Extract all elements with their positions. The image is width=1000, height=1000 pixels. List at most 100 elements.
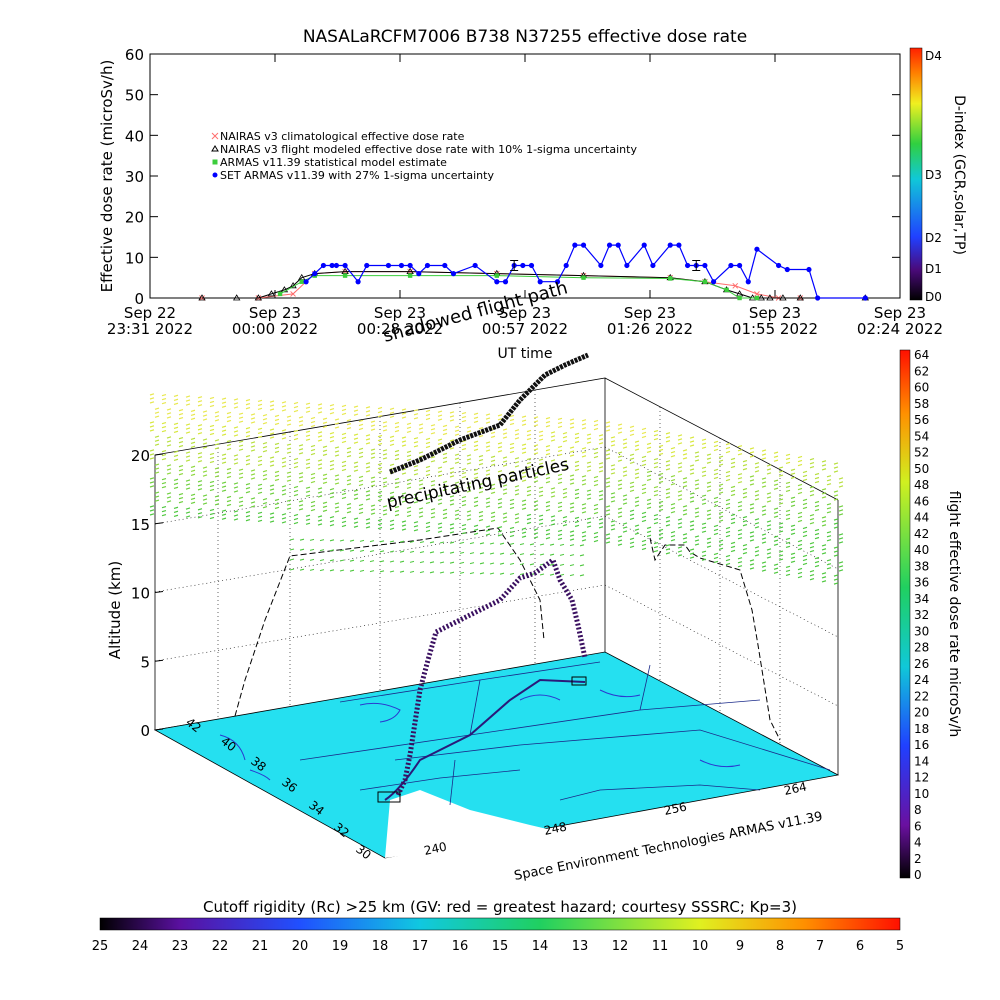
particle-mark <box>778 466 784 469</box>
particle-mark <box>646 478 652 482</box>
particle-mark <box>310 452 316 456</box>
particle-mark <box>821 464 827 467</box>
particle-mark <box>209 452 215 456</box>
particle-mark <box>238 468 244 471</box>
particle-mark <box>449 503 455 506</box>
particle-mark <box>730 541 736 545</box>
particle-mark <box>641 539 647 543</box>
particle-mark <box>413 437 419 440</box>
particle-mark <box>809 458 815 461</box>
particle-mark <box>550 435 556 438</box>
particle-mark <box>665 516 671 519</box>
particle-mark <box>233 398 239 401</box>
particle-mark <box>574 440 580 444</box>
particle-mark <box>713 528 719 532</box>
particle-mark <box>437 498 443 501</box>
particle-mark <box>593 503 599 507</box>
particle-mark <box>437 410 443 413</box>
particle-mark <box>359 539 365 542</box>
particle-mark <box>701 558 707 561</box>
particle-mark <box>778 554 784 557</box>
particle-mark <box>490 515 496 519</box>
particle-mark <box>605 429 611 432</box>
particle-mark <box>274 422 280 426</box>
particle-mark <box>425 529 431 533</box>
particle-mark <box>382 513 388 516</box>
particle-mark <box>509 414 515 418</box>
particle-mark <box>658 472 664 476</box>
particle-mark <box>442 508 448 512</box>
data-point <box>796 294 804 301</box>
particle-mark <box>214 447 220 450</box>
particle-mark <box>502 520 508 523</box>
particle-mark <box>257 511 263 515</box>
particle-mark <box>289 548 295 551</box>
particle-mark <box>359 549 365 552</box>
particle-mark <box>521 443 527 446</box>
particle-mark <box>641 511 647 515</box>
particle-mark <box>821 460 827 463</box>
dose-colorbar-tick-label: 20 <box>914 706 929 720</box>
cutoff-colorbar-tick-label: 17 <box>412 939 429 954</box>
particle-mark <box>502 484 508 487</box>
particle-mark <box>281 513 287 516</box>
particle-mark <box>221 481 227 484</box>
data-point <box>472 262 478 269</box>
particle-mark <box>473 524 479 528</box>
particle-mark <box>730 549 736 553</box>
particle-mark <box>418 423 424 426</box>
particle-mark <box>749 535 755 538</box>
data-point <box>329 262 335 269</box>
particle-mark <box>713 440 719 444</box>
particle-mark <box>409 550 415 553</box>
particle-mark <box>533 480 539 483</box>
particle-mark <box>245 402 251 406</box>
particle-mark <box>185 511 191 514</box>
particle-mark <box>221 425 227 428</box>
particle-mark <box>437 474 443 477</box>
particle-mark <box>310 500 316 504</box>
particle-mark <box>730 457 736 461</box>
track-projection-right <box>649 537 781 741</box>
x-tick-label-time: 01:26 2022 <box>607 320 693 338</box>
particle-mark <box>317 435 323 438</box>
particle-mark <box>785 573 791 577</box>
particle-mark <box>439 541 445 544</box>
particle-mark <box>826 479 832 482</box>
particle-mark <box>245 426 251 430</box>
particle-mark <box>238 444 244 447</box>
particle-mark <box>197 460 203 463</box>
cutoff-colorbar-gradient <box>99 917 901 931</box>
particle-mark <box>281 493 287 496</box>
data-point <box>581 275 586 280</box>
particle-mark <box>413 521 419 524</box>
particle-mark <box>334 510 340 513</box>
particle-mark <box>557 529 563 533</box>
particle-mark <box>610 472 616 475</box>
data-point <box>232 294 241 301</box>
particle-mark <box>785 537 791 541</box>
particle-mark <box>814 556 820 560</box>
cutoff-colorbar-tick-label: 23 <box>172 939 189 954</box>
particle-mark <box>838 541 844 544</box>
particle-mark <box>214 499 220 502</box>
particle-mark <box>766 496 772 499</box>
particle-mark <box>221 457 227 460</box>
particle-mark <box>334 474 340 477</box>
particle-mark <box>466 462 472 465</box>
particle-mark <box>274 498 280 502</box>
particle-mark <box>586 441 592 444</box>
particle-mark <box>538 522 544 525</box>
particle-mark <box>257 431 263 435</box>
particle-mark <box>197 480 203 483</box>
particle-mark <box>617 515 623 518</box>
dose-colorbar-tick-label: 60 <box>914 381 929 395</box>
particle-mark <box>559 553 565 556</box>
particle-mark <box>274 470 280 474</box>
particle-mark <box>629 513 635 516</box>
particle-mark <box>529 553 535 556</box>
y-tick-label: 50 <box>125 87 144 105</box>
particle-mark <box>365 498 371 501</box>
d-index-tick-label: D1 <box>925 262 942 276</box>
particle-mark <box>773 483 779 486</box>
